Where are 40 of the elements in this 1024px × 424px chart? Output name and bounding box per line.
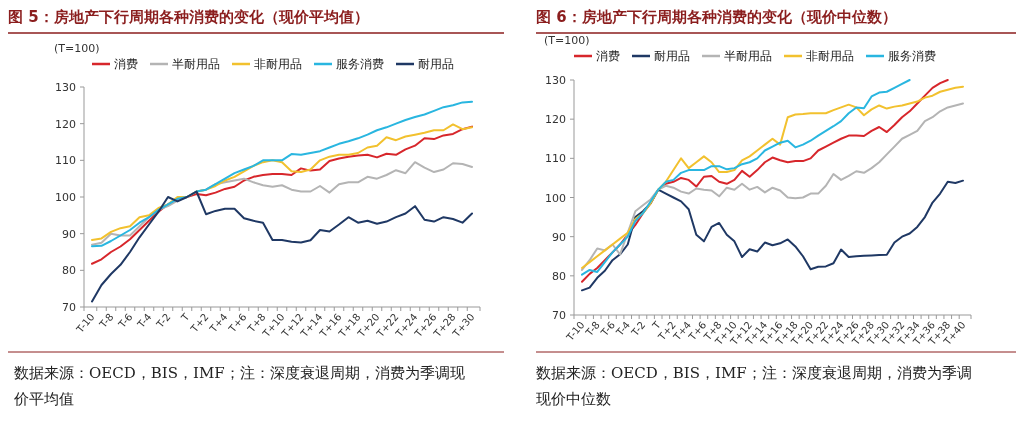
y-tick-label: 130 bbox=[545, 74, 566, 87]
y-tick-label: 120 bbox=[55, 117, 76, 131]
legend-label: 耐用品 bbox=[654, 49, 690, 63]
chart-title: 图 6：房地产下行周期各种消费的变化（现价中位数） bbox=[536, 8, 897, 26]
legend-label: 服务消费 bbox=[336, 57, 384, 71]
y-tick-label: 110 bbox=[55, 154, 76, 168]
x-tick-label: T bbox=[178, 310, 193, 324]
legend-label: 非耐用品 bbox=[254, 57, 302, 71]
legend-label: 半耐用品 bbox=[724, 49, 772, 63]
y-tick-label: 80 bbox=[552, 269, 566, 283]
y-tick-label: 90 bbox=[552, 230, 566, 244]
y-tick-label: 70 bbox=[552, 309, 566, 322]
y-tick-label: 70 bbox=[62, 301, 76, 314]
chart-title: 图 5：房地产下行周期各种消费的变化（现价平均值） bbox=[8, 8, 369, 26]
x-tick-label: T-2 bbox=[153, 311, 173, 331]
y-axis-title: (T=100) bbox=[54, 42, 100, 55]
x-tick-label: T-8 bbox=[96, 311, 116, 331]
y-tick-label: 120 bbox=[545, 113, 566, 127]
line-series bbox=[91, 123, 473, 241]
source-note: 数据来源：OECD，BIS，IMF；注：深度衰退周期，消费为季调现价平均值 bbox=[14, 363, 466, 410]
x-tick-label: T-6 bbox=[115, 311, 135, 331]
y-axis-title: (T=100) bbox=[544, 34, 590, 47]
y-tick-label: 130 bbox=[55, 81, 76, 94]
x-tick-label: T-4 bbox=[134, 311, 154, 331]
legend-label: 消费 bbox=[114, 57, 138, 71]
legend-label: 服务消费 bbox=[888, 49, 936, 63]
line-series bbox=[581, 179, 964, 292]
line-series bbox=[91, 100, 473, 248]
source-note: 数据来源：OECD，BIS，IMF；注：深度衰退周期，消费为季调现价中位数 bbox=[536, 363, 973, 410]
y-tick-label: 90 bbox=[62, 227, 76, 241]
legend-label: 耐用品 bbox=[418, 57, 454, 71]
legend-label: 半耐用品 bbox=[172, 57, 220, 71]
y-tick-label: 110 bbox=[545, 152, 566, 166]
line-series bbox=[91, 190, 473, 303]
y-tick-label: 80 bbox=[62, 264, 76, 278]
line-series bbox=[91, 125, 473, 265]
legend-label: 消费 bbox=[596, 49, 620, 63]
legend-label: 非耐用品 bbox=[806, 49, 854, 63]
y-tick-label: 100 bbox=[545, 191, 566, 205]
y-tick-label: 100 bbox=[55, 191, 76, 204]
